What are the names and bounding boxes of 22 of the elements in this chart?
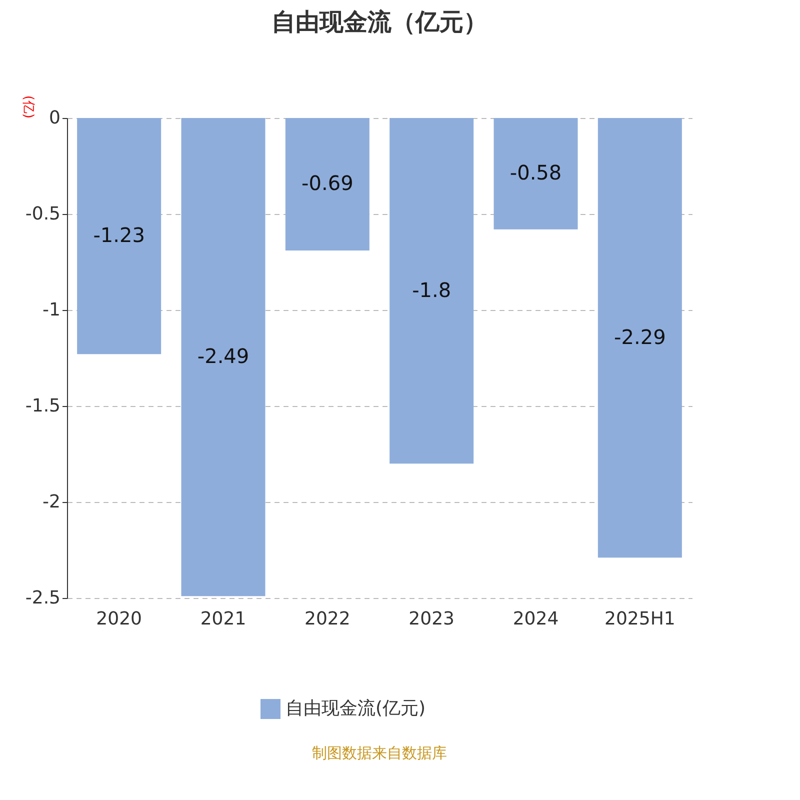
x-tick-label: 2022 — [304, 608, 350, 630]
x-tick-label: 2024 — [512, 608, 559, 630]
y-tick-label: -1 — [42, 300, 60, 320]
x-tick-label: 2021 — [200, 608, 246, 630]
x-tick-label: 2020 — [96, 608, 142, 630]
data-label: -1.23 — [93, 223, 145, 248]
y-tick-label: 0 — [49, 108, 60, 128]
data-label: -1.8 — [412, 278, 452, 302]
data-label: -2.49 — [197, 344, 250, 368]
text: 制图数据来自数据库 — [312, 744, 447, 762]
data-label: -0.58 — [510, 160, 562, 185]
x-tick-label: 2025H1 — [604, 608, 676, 630]
x-tick-label: 2023 — [408, 608, 454, 630]
chart-title: 自由现金流（亿元） — [272, 8, 488, 36]
y-tick-label: -2.5 — [25, 588, 60, 608]
data-label: -0.69 — [302, 171, 354, 196]
y-tick-label: -0.5 — [25, 204, 60, 224]
data-label: -2.29 — [614, 324, 666, 349]
legend-label: 自由现金流(亿元) — [286, 698, 426, 719]
y-tick-label: -2 — [42, 492, 60, 512]
y-axis-title: (亿) — [20, 95, 36, 118]
y-tick-label: -1.5 — [25, 396, 60, 416]
